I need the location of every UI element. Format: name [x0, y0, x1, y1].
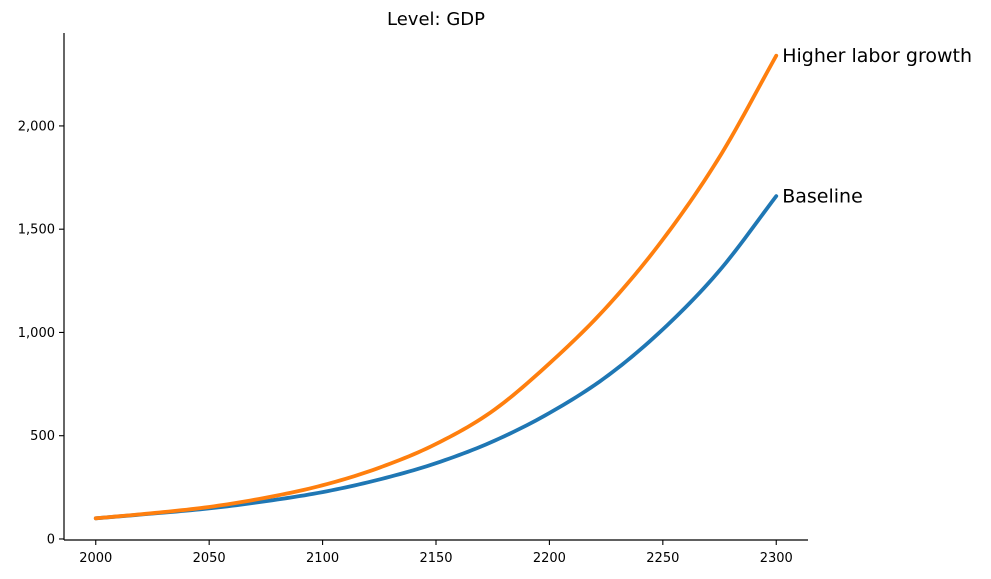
series-labels: Baseline Higher labor growth: [782, 45, 972, 207]
series-label-baseline: Baseline: [782, 186, 863, 208]
x-tick-label: 2250: [646, 551, 679, 566]
x-tick-label: 2300: [760, 551, 793, 566]
x-tick-label: 2150: [419, 551, 452, 566]
series-line-higher-labor-growth: [93, 53, 779, 521]
x-tick-label: 2000: [79, 551, 112, 566]
y-tick-label: 1,500: [18, 223, 55, 238]
y-tick-label: 2,000: [18, 119, 55, 134]
series-layer: [93, 53, 779, 521]
series-line-baseline: [93, 194, 779, 521]
axes: 2000 2050 2100 2150 2200 2250 2300 0 500 1,000 1,5…: [18, 33, 808, 566]
x-tick-label: 2050: [193, 551, 226, 566]
y-tick-label: 500: [30, 429, 55, 444]
x-tick-label: 2200: [533, 551, 566, 566]
chart-title: Level: GDP: [387, 9, 485, 30]
y-tick-label: 1,000: [18, 326, 55, 341]
x-tick-label: 2100: [306, 551, 339, 566]
y-tick-label: 0: [47, 532, 55, 547]
series-label-higher-labor-growth: Higher labor growth: [782, 45, 972, 67]
